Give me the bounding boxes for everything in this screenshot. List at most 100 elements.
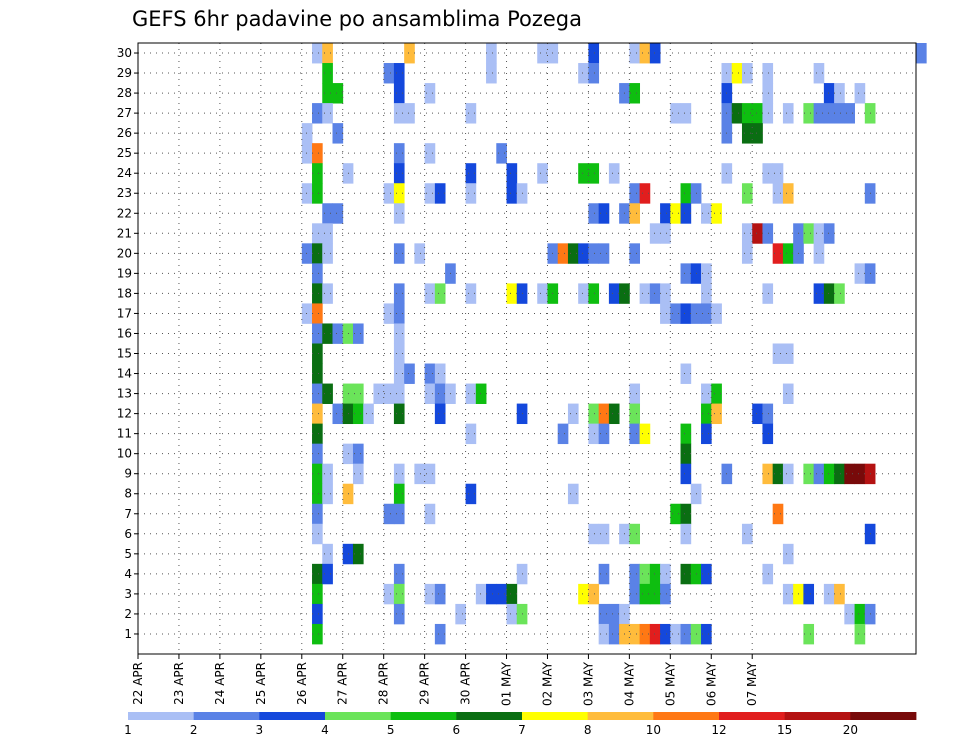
heatmap-cell [352,323,364,344]
heatmap-cell [312,583,323,605]
chart-title: GEFS 6hr padavine po ansamblima Pozega [132,7,582,31]
heatmap-cell [312,163,323,184]
y-tick-label: 27 [117,106,132,120]
heatmap-cell [639,183,651,204]
heatmap-cell [322,283,333,304]
colorbar-label: 8 [584,723,592,737]
x-tick-label: 27 APR [336,662,350,705]
heatmap-cell [680,463,692,485]
heatmap-cell [393,563,405,585]
heatmap-cell [680,103,692,124]
heatmap-cell [629,523,641,545]
heatmap-cell [383,303,395,324]
heatmap-cell [393,583,405,605]
heatmap-cell [813,223,825,244]
heatmap-cell [506,603,518,625]
heatmap-cell [598,403,610,425]
heatmap-cell [772,243,784,264]
heatmap-cell [660,623,671,645]
heatmap-cell [567,243,579,264]
heatmap-cell [813,103,825,124]
colorbar-swatch [784,712,851,720]
heatmap-cell [762,83,774,104]
y-tick-label: 3 [124,587,132,601]
heatmap-cell [506,283,518,304]
heatmap-cell [322,383,333,404]
heatmap-cell [465,483,477,505]
heatmap-cell [312,263,323,284]
heatmap-cell [393,163,405,184]
heatmap-cell [312,523,323,545]
heatmap-cell [608,603,620,625]
x-tick-label: 30 APR [459,662,473,705]
heatmap-cell [844,463,855,485]
heatmap-cell [639,583,651,605]
heatmap-cell [598,243,610,264]
heatmap-cell [537,283,548,304]
heatmap-cell [312,463,323,485]
heatmap-cell [752,103,763,124]
heatmap-cell [598,523,610,545]
heatmap-cell [629,203,641,224]
heatmap-cell [680,263,692,284]
heatmap-cell [352,543,364,565]
heatmap-cell [762,463,774,485]
heatmap-cell [465,183,477,204]
heatmap-cell [762,563,774,585]
y-tick-label: 8 [124,487,132,501]
heatmap-cell [752,123,763,144]
heatmap-cell [588,283,600,304]
heatmap-cell [434,283,446,304]
heatmap-cell [701,563,712,585]
heatmap-cell [404,43,415,64]
heatmap-cell [588,43,600,64]
heatmap-cell [782,103,794,124]
heatmap-cell [424,463,436,485]
heatmap-cell [916,43,927,64]
heatmap-cell [322,83,333,104]
colorbar-swatch [850,712,917,720]
heatmap-cell [608,623,620,645]
heatmap-cell [762,423,774,445]
heatmap-cell [322,223,333,244]
heatmap-cell [680,623,692,645]
heatmap-cell [312,483,323,505]
heatmap-cell [567,483,579,505]
heatmap-cell [639,563,651,585]
heatmap-cell [782,463,794,485]
heatmap-cell [393,283,405,304]
heatmap-cell [680,523,692,545]
heatmap-cell [782,343,794,364]
heatmap-cell [393,203,405,224]
heatmap-cell [680,503,692,525]
heatmap-cell [393,303,405,324]
heatmap-cell [680,563,692,585]
heatmap-cell [670,103,681,124]
heatmap-cell [486,583,497,605]
heatmap-cell [465,423,477,445]
heatmap-cell [434,583,446,605]
colorbar-swatch [653,712,720,720]
heatmap-cell [588,243,600,264]
heatmap-cell [772,343,784,364]
y-tick-label: 29 [117,66,132,80]
heatmap-cell [424,383,436,404]
heatmap-cell [363,403,374,425]
heatmap-cell [404,103,415,124]
heatmap-cell [598,623,610,645]
heatmap-cell [486,43,497,64]
heatmap-cell [680,363,692,384]
heatmap-cell [649,563,661,585]
heatmap-cell [424,503,436,525]
heatmap-cell [711,383,722,404]
heatmap-cell [414,243,426,264]
heatmap-cells [301,43,927,645]
heatmap-cell [629,563,641,585]
heatmap-cell [629,83,641,104]
heatmap-cell [731,63,743,84]
heatmap-cell [782,243,794,264]
heatmap-cell [608,283,620,304]
heatmap-cell [782,183,794,204]
heatmap-cell [332,83,344,104]
heatmap-cell [322,323,333,344]
